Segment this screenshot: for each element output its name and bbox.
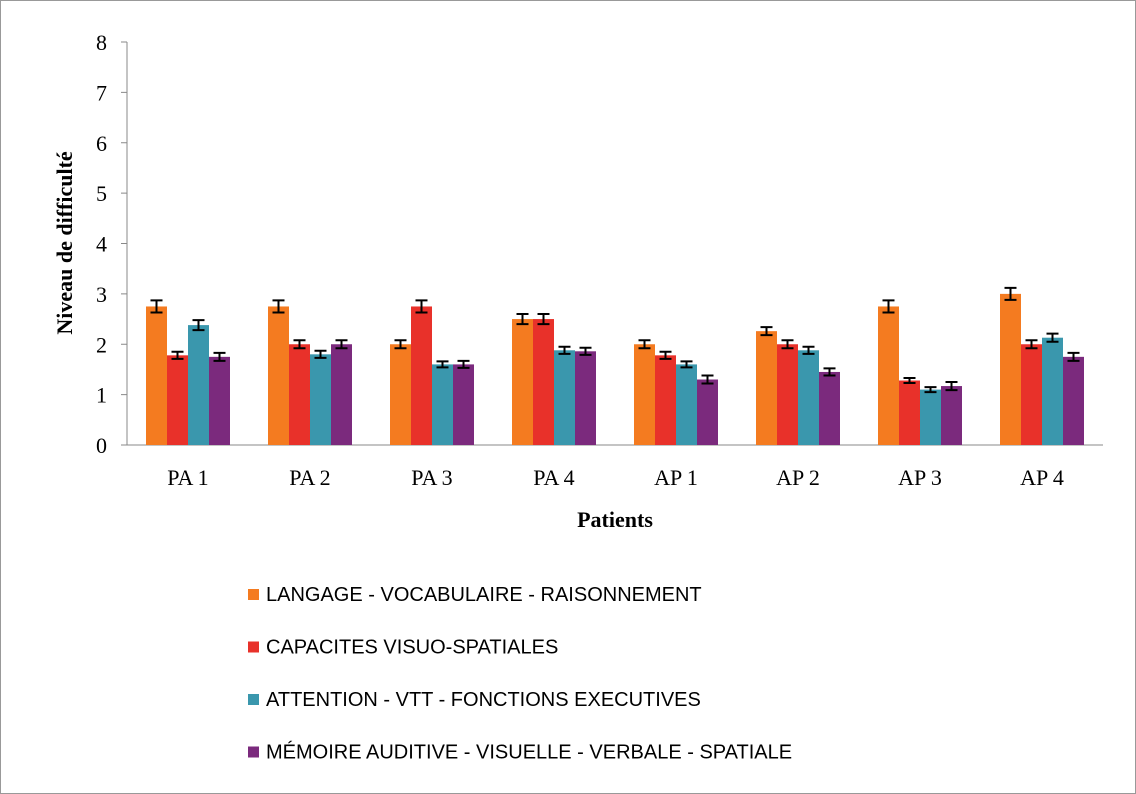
bar (453, 364, 474, 445)
error-bar (823, 367, 836, 377)
bar (554, 350, 575, 445)
bar (697, 379, 718, 445)
y-tick-label: 2 (96, 332, 107, 357)
bar (798, 350, 819, 445)
error-bar (314, 349, 327, 359)
bar (188, 325, 209, 445)
y-tick-label: 8 (96, 30, 107, 55)
bar (1021, 344, 1042, 445)
x-axis-label: Patients (577, 507, 653, 532)
bar (268, 306, 289, 445)
bar (878, 306, 899, 445)
error-bar (293, 339, 306, 350)
legend-label: MÉMOIRE AUDITIVE - VISUELLE - VERBALE - … (266, 741, 792, 764)
bar (1042, 337, 1063, 445)
bar (819, 371, 840, 445)
error-bar (150, 299, 163, 314)
error-bar (638, 339, 651, 350)
y-tick-label: 0 (96, 433, 107, 458)
error-bar (924, 386, 937, 394)
y-tick-label: 4 (96, 232, 107, 257)
legend-swatch (248, 589, 259, 600)
bar (1063, 356, 1084, 445)
x-tick-label: AP 2 (776, 465, 820, 490)
bar (209, 356, 230, 445)
y-axis-label: Niveau de difficulté (52, 151, 77, 335)
error-bar (579, 346, 592, 356)
x-tick-label: PA 1 (167, 465, 208, 490)
error-bar (192, 319, 205, 332)
y-tick-label: 7 (96, 80, 107, 105)
bar (310, 354, 331, 445)
bar (575, 351, 596, 445)
error-bar (680, 360, 693, 369)
error-bar (802, 345, 815, 355)
legend-label: ATTENTION - VTT - FONCTIONS EXECUTIVES (266, 689, 701, 711)
error-bar (882, 299, 895, 314)
error-bar (171, 350, 184, 360)
x-tick-label: AP 4 (1020, 465, 1064, 490)
bar (941, 386, 962, 445)
bar (390, 344, 411, 445)
bar (512, 319, 533, 445)
bar (533, 319, 554, 445)
error-bar (781, 339, 794, 350)
error-bar (659, 350, 672, 360)
bar (634, 344, 655, 445)
y-tick-label: 3 (96, 282, 107, 307)
bar (756, 331, 777, 445)
x-tick-label: PA 3 (411, 465, 452, 490)
error-bar (457, 359, 470, 369)
error-bar (415, 299, 428, 314)
bar (676, 364, 697, 445)
error-bar (335, 339, 348, 350)
error-bar (1025, 339, 1038, 350)
y-tick-label: 5 (96, 181, 107, 206)
bar (1000, 293, 1021, 445)
error-bar (945, 381, 958, 392)
y-tick-label: 6 (96, 131, 107, 156)
legend-swatch (248, 746, 259, 758)
legend-label: LANGAGE - VOCABULAIRE - RAISONNEMENT (266, 584, 702, 606)
error-bar (701, 374, 714, 385)
bar (331, 344, 352, 445)
bar (432, 364, 453, 445)
error-bar (537, 313, 550, 326)
bar (411, 306, 432, 445)
error-bar (1046, 332, 1059, 343)
error-bar (516, 313, 529, 326)
bar (920, 389, 941, 445)
legend-label: CAPACITES VISUO-SPATIALES (266, 637, 558, 659)
error-bar (213, 351, 226, 362)
bar (167, 355, 188, 445)
y-tick-label: 1 (96, 383, 107, 408)
error-bar (1067, 351, 1080, 362)
legend-swatch (248, 694, 259, 705)
error-bar (1004, 286, 1017, 301)
bar (289, 344, 310, 445)
x-tick-label: AP 1 (654, 465, 698, 490)
bar (777, 344, 798, 445)
error-bar (903, 377, 916, 385)
x-tick-label: AP 3 (898, 465, 942, 490)
error-bar (760, 326, 773, 337)
error-bar (272, 299, 285, 314)
error-bar (436, 360, 449, 369)
error-bar (394, 339, 407, 350)
bar (655, 355, 676, 445)
bar (899, 380, 920, 445)
x-tick-label: PA 2 (289, 465, 330, 490)
legend-swatch (248, 641, 259, 653)
bar (146, 306, 167, 445)
error-bar (558, 345, 571, 355)
x-tick-label: PA 4 (533, 465, 574, 490)
